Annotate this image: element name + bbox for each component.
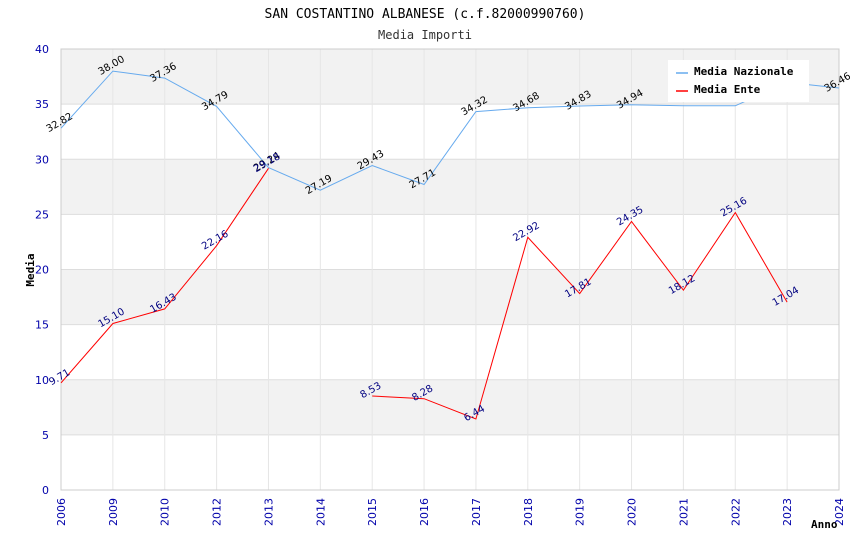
x-tick-label: 2024 (833, 498, 846, 526)
y-tick-label: 10 (35, 374, 49, 387)
legend-label-ente: Media Ente (694, 83, 761, 96)
y-tick-label: 25 (35, 208, 49, 221)
legend: Media Nazionale Media Ente (668, 60, 809, 102)
plot-border (60, 48, 840, 491)
series-line-1 (60, 168, 269, 384)
series-lines (60, 70, 840, 420)
y-tick-label: 40 (35, 43, 49, 56)
grid-band (61, 379, 839, 435)
y-axis-ticks: 0 5 10 15 20 25 30 35 40 (35, 43, 49, 497)
x-axis-ticks: 2006 2009 2010 2012 2013 2014 2015 2016 2017 2018… (55, 498, 846, 526)
grid-bands (60, 48, 840, 491)
legend-box (668, 60, 809, 102)
x-tick-label: 2021 (677, 498, 690, 526)
y-tick-label: 30 (35, 153, 49, 166)
y-tick-label: 20 (35, 264, 49, 277)
x-tick-label: 2014 (314, 498, 327, 526)
chart-title: SAN COSTANTINO ALBANESE (c.f.82000990760… (265, 7, 586, 22)
chart-subtitle: Media Importi (378, 28, 472, 42)
x-tick-label: 2015 (366, 498, 379, 526)
y-axis-label: Media (24, 253, 37, 286)
legend-label-nazionale: Media Nazionale (694, 65, 794, 78)
x-tick-label: 2020 (626, 498, 639, 526)
x-tick-label: 2022 (729, 498, 742, 526)
y-tick-label: 0 (42, 484, 49, 497)
y-tick-label: 5 (42, 429, 49, 442)
x-tick-label: 2006 (55, 498, 68, 526)
series-line-0 (60, 70, 840, 191)
x-tick-label: 2018 (522, 498, 535, 526)
x-axis-label: Anno (811, 518, 838, 531)
x-tick-label: 2019 (574, 498, 587, 526)
grid-band (61, 269, 839, 325)
x-tick-label: 2013 (262, 498, 275, 526)
x-tick-label: 2010 (159, 498, 172, 526)
x-tick-label: 2017 (470, 498, 483, 526)
y-tick-label: 15 (35, 319, 49, 332)
series-line-1 (372, 211, 788, 420)
x-tick-label: 2016 (418, 498, 431, 526)
x-tick-label: 2009 (107, 498, 120, 526)
x-tick-label: 2012 (211, 498, 224, 526)
grid-band (61, 159, 839, 215)
y-tick-label: 35 (35, 98, 49, 111)
x-tick-label: 2023 (781, 498, 794, 526)
